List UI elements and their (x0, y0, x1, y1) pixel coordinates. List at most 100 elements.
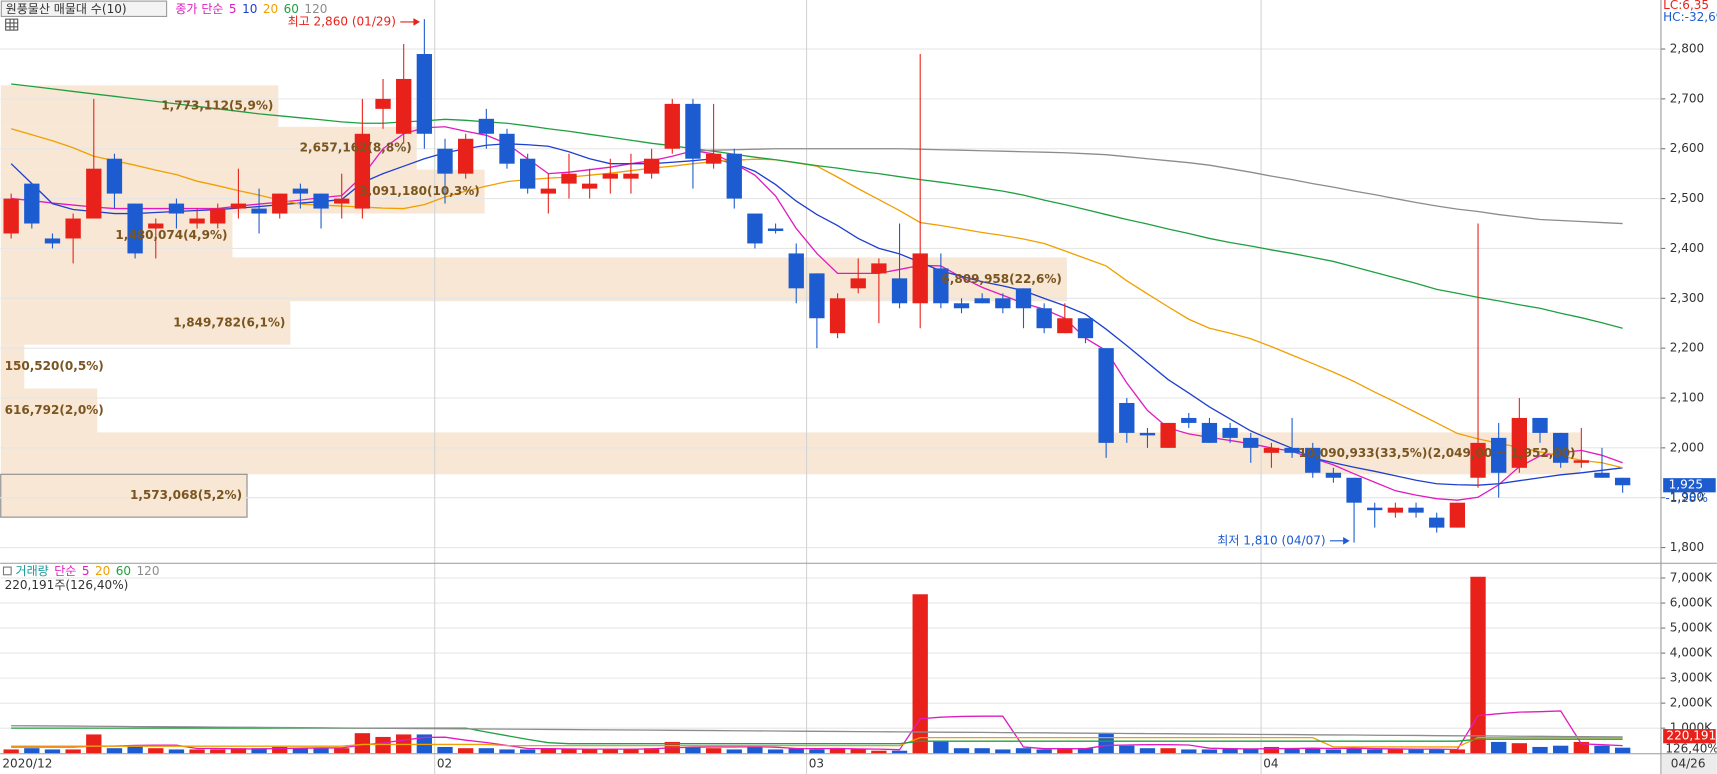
candle-body (1036, 308, 1052, 329)
volume-icon (2, 566, 12, 576)
candle-body (1429, 517, 1445, 528)
candle-body (561, 173, 577, 184)
volume-bar (1614, 747, 1631, 754)
volume-bar (829, 748, 846, 754)
candle-body (664, 103, 680, 149)
ma-line (11, 83, 1623, 329)
volume-bar (210, 749, 226, 754)
volume-bar (540, 748, 556, 754)
volume-bar (1346, 748, 1362, 754)
volume-bar (685, 746, 701, 754)
volume-bar (1139, 748, 1156, 754)
candle-body (230, 203, 247, 209)
volume-bar (933, 740, 949, 754)
volume-bar (1284, 748, 1300, 754)
volume-profile-label: 3,091,180(10,3%) (359, 184, 479, 198)
candle-body (788, 253, 804, 289)
volume-bar (602, 749, 618, 754)
candle-body (1367, 507, 1383, 511)
legend-entry: 단순 (54, 564, 76, 578)
candle-body (499, 133, 515, 164)
volume-profile-label: 1,773,112(5,9%) (161, 99, 273, 113)
annotation: 최저 1,810 (04/07) (1217, 533, 1325, 547)
x-tick-label: 02 (437, 757, 452, 771)
candle-body (1263, 447, 1280, 453)
candle-body (1077, 318, 1094, 339)
y-tick-label: 2,600 (1670, 141, 1704, 155)
candle-body (1449, 502, 1466, 528)
candle-body (1325, 472, 1342, 478)
candle-body (1511, 417, 1528, 468)
volume-bar (24, 748, 40, 754)
candle-body (1573, 460, 1589, 463)
volume-profile-label: 10,090,933(33,5%)(2,049,00 ~ 1,952,00) (1299, 446, 1576, 460)
volume-bar (1119, 745, 1135, 754)
arrow-head (1343, 536, 1350, 545)
volume-bar (354, 733, 371, 754)
volume-bar (1532, 746, 1548, 754)
axis-corner (1662, 754, 1717, 774)
candle-body (86, 168, 102, 219)
x-tick-label: 03 (809, 757, 824, 771)
volume-bar (1367, 749, 1383, 754)
candle-body (189, 218, 205, 224)
candle-body (623, 173, 639, 179)
y-tick-label: 1,800 (1670, 540, 1704, 554)
candle-body (1408, 507, 1424, 513)
volume-bars (3, 576, 1631, 754)
last-price-box (1663, 478, 1716, 493)
candle-body (974, 298, 990, 304)
ma-line (692, 148, 1623, 225)
ma-line (11, 736, 1623, 748)
volume-bar (912, 594, 928, 754)
volume-bar (86, 734, 102, 754)
volume-bar (168, 749, 185, 754)
volume-info: 220,191주(126,40%) (5, 578, 129, 592)
candle-body (168, 203, 185, 214)
volume-bar (437, 746, 453, 754)
y-tick-label: 2,000 (1670, 440, 1704, 454)
candle-body (251, 208, 267, 214)
legend-entry: 종가 단순 (175, 2, 223, 16)
volume-bar (1408, 749, 1424, 754)
volume-bar (1057, 748, 1073, 754)
volume-bar (726, 749, 742, 754)
candle-body (1139, 432, 1156, 436)
volume-bar (1449, 749, 1466, 754)
candle-body (726, 153, 742, 199)
volume-bar (1553, 745, 1569, 754)
volume-change-label: 126,40% (1665, 741, 1717, 755)
volume-profile-label: 616,792(2,0%) (5, 403, 104, 417)
volume-profile-label: 1,480,074(4,9%) (115, 228, 227, 242)
y-tick-label: 2,800 (1670, 42, 1704, 56)
legend-entry: 60 (116, 564, 131, 578)
candle-body (1222, 427, 1238, 438)
candle-body (437, 148, 453, 174)
volume-bar (272, 746, 288, 754)
candle-body (1160, 422, 1176, 448)
candle-body (1491, 437, 1507, 473)
volume-bar (767, 749, 784, 754)
volume-bar (953, 748, 970, 754)
candle-body (396, 78, 412, 134)
volume-bar (561, 749, 577, 754)
candle-body (416, 54, 433, 134)
volume-bar (643, 748, 660, 754)
last-volume-label: 220,191 (1666, 729, 1716, 743)
candle-body (458, 138, 474, 174)
volume-bar (891, 750, 908, 754)
corner-text: LC:6,35 (1663, 0, 1709, 12)
volume-bar (974, 748, 990, 754)
y-tick-label: 1,900 (1670, 490, 1704, 504)
volume-bar (3, 749, 19, 754)
volume-bar (871, 750, 887, 754)
volume-bar (1573, 741, 1589, 754)
candle-body (292, 188, 309, 194)
y-tick-label: 2,400 (1670, 241, 1704, 255)
candle-body (1532, 417, 1548, 433)
volume-bar (1036, 749, 1052, 754)
volume-bar (747, 746, 763, 754)
legend-entry: 10 (242, 2, 257, 16)
volume-bar (251, 748, 267, 754)
candle-body (148, 223, 164, 229)
